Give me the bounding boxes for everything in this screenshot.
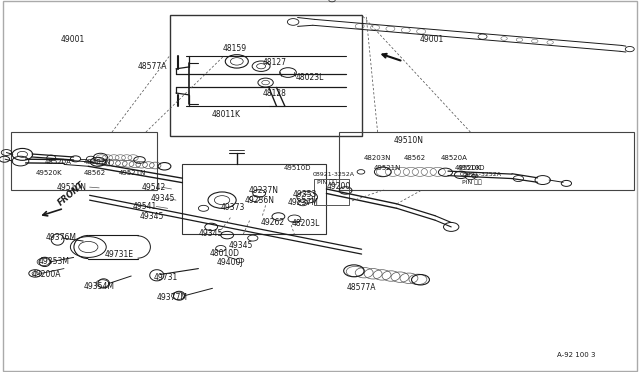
Text: 49541: 49541: [133, 202, 157, 211]
Text: 49345: 49345: [229, 241, 253, 250]
Text: 49345: 49345: [150, 194, 175, 203]
Text: 48562: 48562: [83, 170, 106, 176]
Text: 49377M: 49377M: [157, 293, 188, 302]
Text: 48520A: 48520A: [45, 159, 72, 165]
Text: 49237N: 49237N: [248, 186, 278, 195]
Text: 49353: 49353: [293, 190, 317, 199]
Text: 08921-3252A: 08921-3252A: [312, 172, 355, 177]
Text: 08921-3252A: 08921-3252A: [460, 172, 502, 177]
Text: 49001: 49001: [419, 35, 444, 44]
Text: A-92 100 3: A-92 100 3: [557, 352, 595, 358]
Text: 48023L: 48023L: [296, 73, 324, 81]
Text: 49200A: 49200A: [32, 270, 61, 279]
Text: 48562: 48562: [403, 155, 426, 161]
Text: 49400J: 49400J: [216, 258, 243, 267]
Text: 49200: 49200: [326, 182, 351, 191]
Bar: [170, 15, 362, 136]
Text: 48127: 48127: [262, 58, 287, 67]
Text: 48577A: 48577A: [347, 283, 376, 292]
Text: 49376M: 49376M: [46, 233, 77, 242]
Bar: [182, 164, 326, 234]
Text: 49521N: 49521N: [374, 165, 401, 171]
Text: 49345: 49345: [140, 212, 164, 221]
Text: 48203L: 48203L: [291, 219, 319, 228]
Text: 48128: 48128: [262, 89, 286, 97]
Text: 49542: 49542: [142, 183, 166, 192]
Text: 49510D: 49510D: [284, 165, 311, 171]
Text: FRONT: FRONT: [56, 180, 86, 207]
Text: 49353M: 49353M: [38, 257, 69, 266]
Text: 49510N: 49510N: [394, 136, 424, 145]
Text: 49510N: 49510N: [56, 183, 86, 192]
Bar: [314, 179, 349, 205]
Text: 49001: 49001: [61, 35, 85, 44]
Text: 48203N: 48203N: [364, 155, 391, 161]
Text: 48159: 48159: [223, 44, 247, 53]
Text: 48520A: 48520A: [440, 155, 467, 161]
Text: 48010D: 48010D: [210, 249, 240, 258]
Text: PIN ピン: PIN ピン: [317, 179, 337, 185]
Text: 49262: 49262: [261, 218, 285, 227]
Text: 49373: 49373: [221, 203, 245, 212]
Bar: [339, 132, 634, 190]
Text: 48203N: 48203N: [83, 159, 111, 165]
Text: 48011K: 48011K: [211, 110, 240, 119]
Text: 48577A: 48577A: [138, 62, 167, 71]
Text: 49731: 49731: [154, 273, 178, 282]
Text: 49731E: 49731E: [104, 250, 133, 259]
Bar: [11, 132, 157, 190]
Text: 49521N: 49521N: [118, 170, 146, 176]
Text: PIN ピン: PIN ピン: [462, 179, 482, 185]
Text: 49354M: 49354M: [83, 282, 114, 291]
Text: 49510D: 49510D: [458, 165, 485, 171]
Text: 49237M: 49237M: [288, 198, 319, 207]
Text: 49520K: 49520K: [35, 170, 62, 176]
Text: 49520K: 49520K: [454, 165, 481, 171]
Text: 49345: 49345: [198, 229, 223, 238]
Text: 49236N: 49236N: [244, 196, 275, 205]
